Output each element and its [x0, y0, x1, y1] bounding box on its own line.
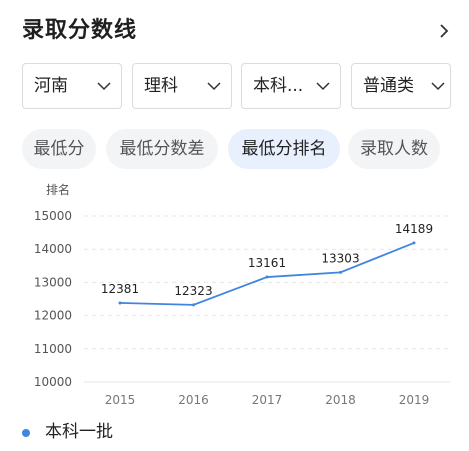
data-point	[192, 303, 195, 307]
y-tick-label: 14000	[34, 242, 72, 256]
subject-select-value: 理科	[144, 76, 178, 96]
data-point	[265, 275, 269, 279]
batch-select-value: 本科...	[253, 76, 304, 96]
rank-line-chart: 排名 15000 14000 13000 12000 11000 10000 2015 20…	[34, 182, 450, 407]
x-tick-label: 2019	[399, 393, 430, 407]
x-tick-label: 2017	[252, 393, 283, 407]
data-point	[339, 270, 342, 274]
legend-label: 本科一批	[45, 422, 113, 442]
data-point	[412, 241, 416, 245]
data-label: 12381	[101, 282, 139, 296]
tab-min-score-rank[interactable]: 最低分排名	[228, 129, 340, 169]
type-select[interactable]: 普通类	[351, 63, 451, 109]
subject-select[interactable]: 理科	[132, 63, 232, 109]
batch-select[interactable]: 本科...	[241, 63, 341, 109]
data-label: 13303	[321, 251, 359, 265]
chevron-down-icon	[431, 82, 445, 91]
data-label: 13161	[248, 256, 286, 270]
province-select[interactable]: 河南	[22, 63, 122, 109]
x-tick-label: 2018	[325, 393, 356, 407]
metric-tabs: 最低分 最低分数差 最低分排名 录取人数	[22, 129, 452, 169]
y-tick-label: 15000	[34, 209, 72, 223]
y-tick-label: 10000	[34, 375, 72, 389]
tab-min-score-diff[interactable]: 最低分数差	[106, 129, 218, 169]
data-point	[118, 301, 122, 305]
y-axis-label: 排名	[46, 182, 70, 197]
filter-bar: 河南 理科 本科... 普通类	[22, 63, 452, 111]
x-tick-label: 2015	[105, 393, 136, 407]
chevron-down-icon	[207, 82, 221, 91]
y-tick-label: 13000	[34, 275, 72, 289]
province-select-value: 河南	[34, 76, 68, 96]
x-tick-label: 2016	[178, 393, 209, 407]
legend-dot	[22, 429, 30, 437]
y-tick-label: 11000	[34, 342, 72, 356]
type-select-value: 普通类	[363, 76, 414, 96]
page-title: 录取分数线	[22, 18, 138, 43]
chevron-down-icon	[97, 82, 111, 91]
chevron-right-icon[interactable]	[436, 23, 452, 39]
tab-admission-count[interactable]: 录取人数	[348, 129, 440, 169]
y-tick-label: 12000	[34, 309, 72, 323]
chevron-down-icon	[316, 82, 330, 91]
header: 录取分数线	[22, 14, 452, 48]
data-label: 14189	[395, 222, 433, 236]
series-line	[119, 242, 415, 306]
tab-min-score[interactable]: 最低分	[22, 129, 96, 169]
data-label: 12323	[174, 284, 212, 298]
